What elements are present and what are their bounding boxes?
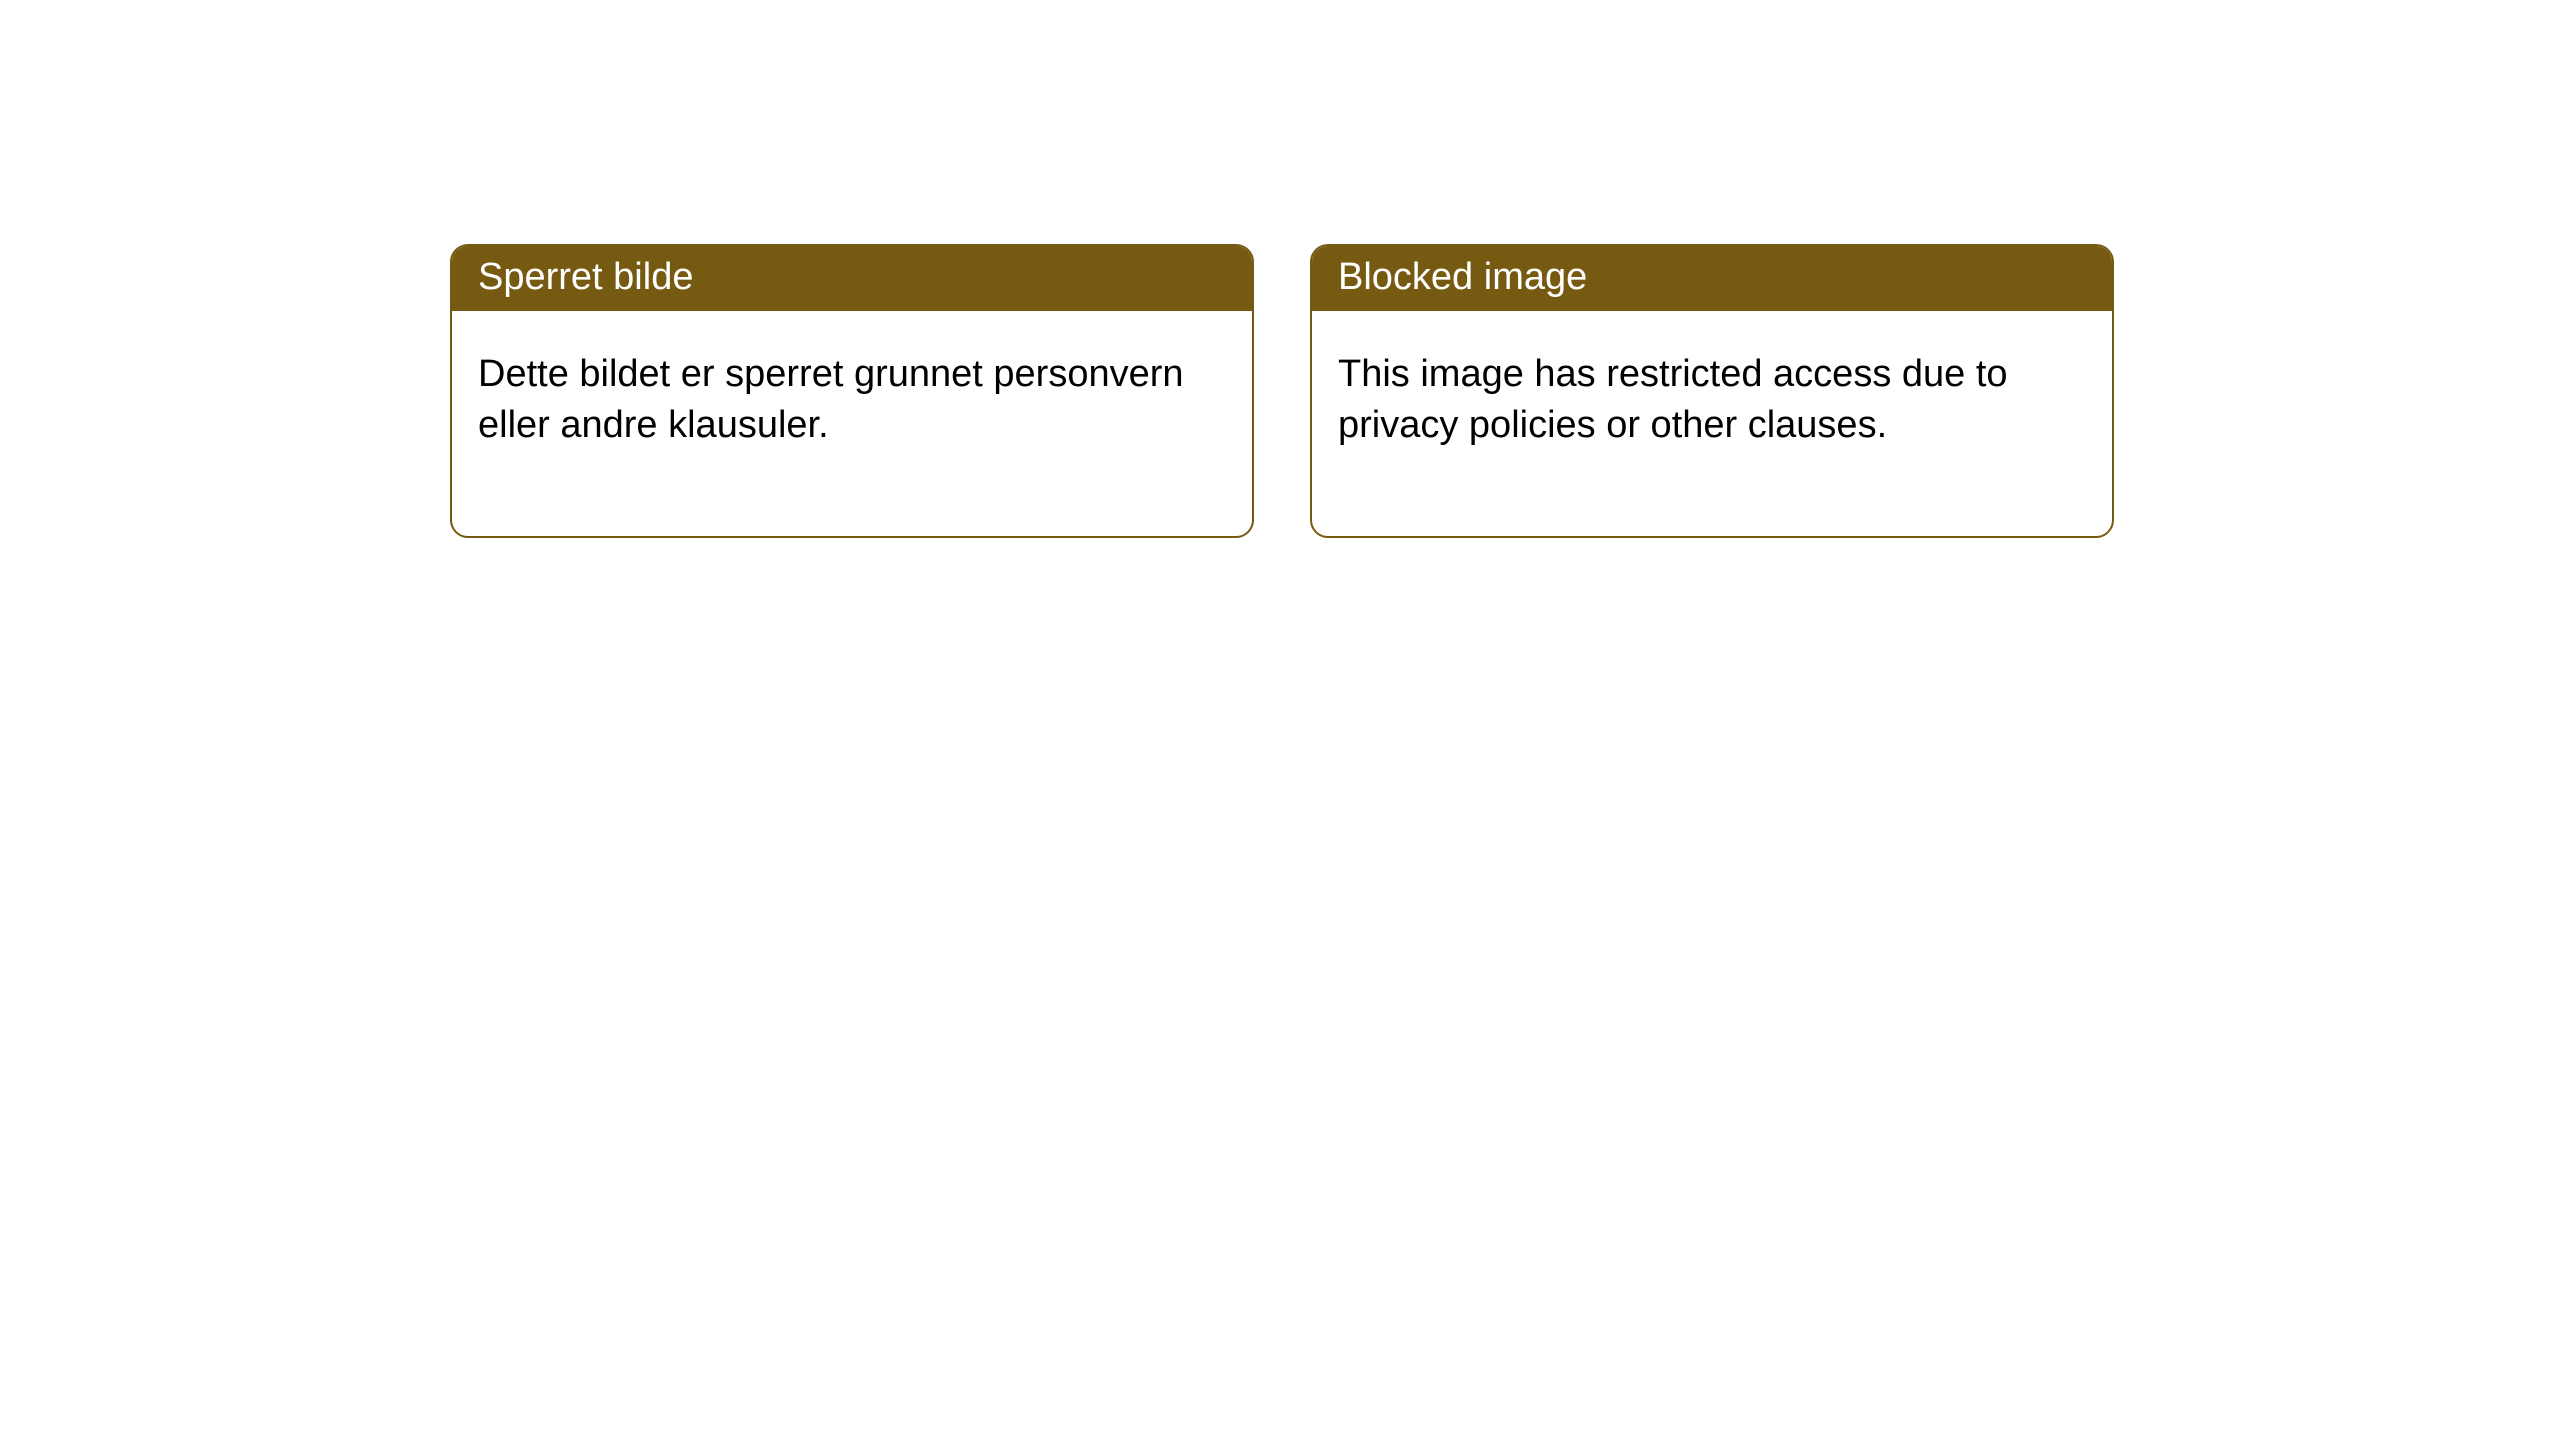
notice-body: Dette bildet er sperret grunnet personve…: [452, 311, 1252, 536]
notice-container: Sperret bilde Dette bildet er sperret gr…: [0, 0, 2560, 538]
notice-card-english: Blocked image This image has restricted …: [1310, 244, 2114, 538]
notice-header: Blocked image: [1312, 246, 2112, 311]
notice-header: Sperret bilde: [452, 246, 1252, 311]
notice-card-norwegian: Sperret bilde Dette bildet er sperret gr…: [450, 244, 1254, 538]
notice-body: This image has restricted access due to …: [1312, 311, 2112, 536]
